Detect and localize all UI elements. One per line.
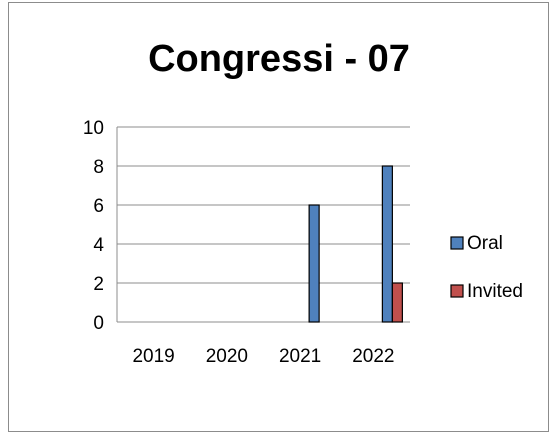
chart-frame [8,2,549,432]
legend-swatch-invited [450,284,464,298]
x-tick-label: 2020 [206,346,248,367]
y-tick-label: 2 [93,274,104,295]
y-tick-label: 0 [93,313,104,334]
x-tick-label: 2019 [132,346,174,367]
legend-label-oral: Oral [467,233,503,254]
bar-oral-2021 [308,204,320,323]
legend-label-invited: Invited [467,281,523,302]
y-tick-label: 10 [83,118,104,139]
chart-title: Congressi - 07 [148,38,410,80]
x-tick-label: 2022 [352,346,394,367]
y-tick-label: 8 [93,157,104,178]
x-tick-label: 2021 [279,346,321,367]
bar-oral-2022 [381,165,393,323]
y-tick-label: 4 [93,235,104,256]
bar-invited-2022 [391,282,403,323]
legend-swatch-oral [450,236,464,250]
y-tick-label: 6 [93,196,104,217]
